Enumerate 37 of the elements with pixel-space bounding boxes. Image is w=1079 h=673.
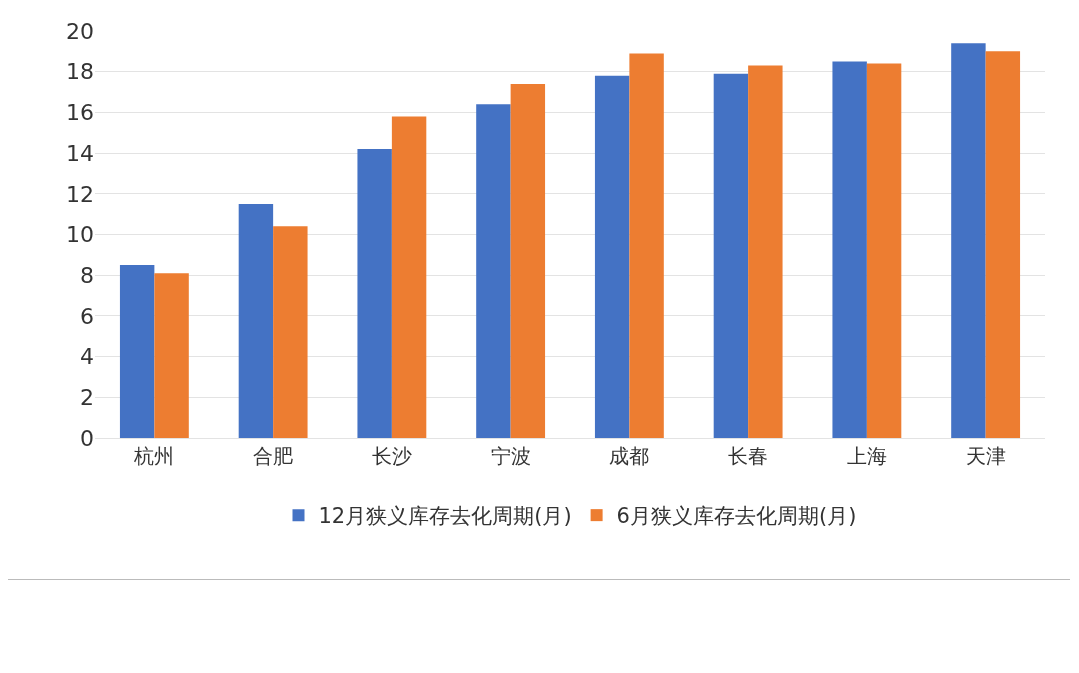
bar [629, 53, 664, 438]
x-tick-label: 杭州 [133, 444, 175, 468]
y-tick-label: 20 [66, 18, 94, 44]
y-tick-label: 0 [80, 425, 94, 451]
bar [594, 75, 630, 438]
legend-label: 6月狭义库存去化周期(月) [616, 504, 857, 529]
bar [476, 104, 511, 438]
bar [832, 61, 867, 438]
bar [154, 273, 189, 438]
bar [357, 149, 392, 438]
bar [510, 83, 546, 438]
y-tick-label: 10 [66, 222, 94, 248]
bar [748, 65, 783, 438]
y-tick-label: 16 [66, 100, 94, 126]
y-tick-label: 12 [66, 181, 94, 207]
bar [713, 73, 749, 438]
y-tick-label: 2 [80, 385, 94, 410]
bar [119, 265, 155, 438]
y-tick-label: 18 [66, 59, 94, 85]
y-tick-label: 6 [80, 303, 94, 329]
bar [238, 203, 274, 438]
x-tick-label: 合肥 [253, 444, 294, 468]
y-tick-label: 4 [80, 344, 94, 370]
bar [951, 43, 986, 438]
bar [273, 226, 308, 438]
bar [391, 116, 427, 438]
legend-label: 12月狭义库存去化周期(月) [318, 504, 572, 529]
x-tick-label: 成都 [609, 444, 650, 468]
bar [866, 63, 902, 438]
x-tick-label: 天津 [965, 444, 1006, 468]
x-tick-label: 长沙 [371, 444, 412, 468]
y-tick-label: 14 [66, 140, 94, 166]
y-tick-label: 8 [80, 262, 94, 288]
bar [985, 51, 1021, 438]
x-tick-label: 宁波 [490, 444, 531, 468]
x-tick-label: 上海 [846, 444, 887, 468]
x-tick-label: 长春 [728, 444, 769, 468]
